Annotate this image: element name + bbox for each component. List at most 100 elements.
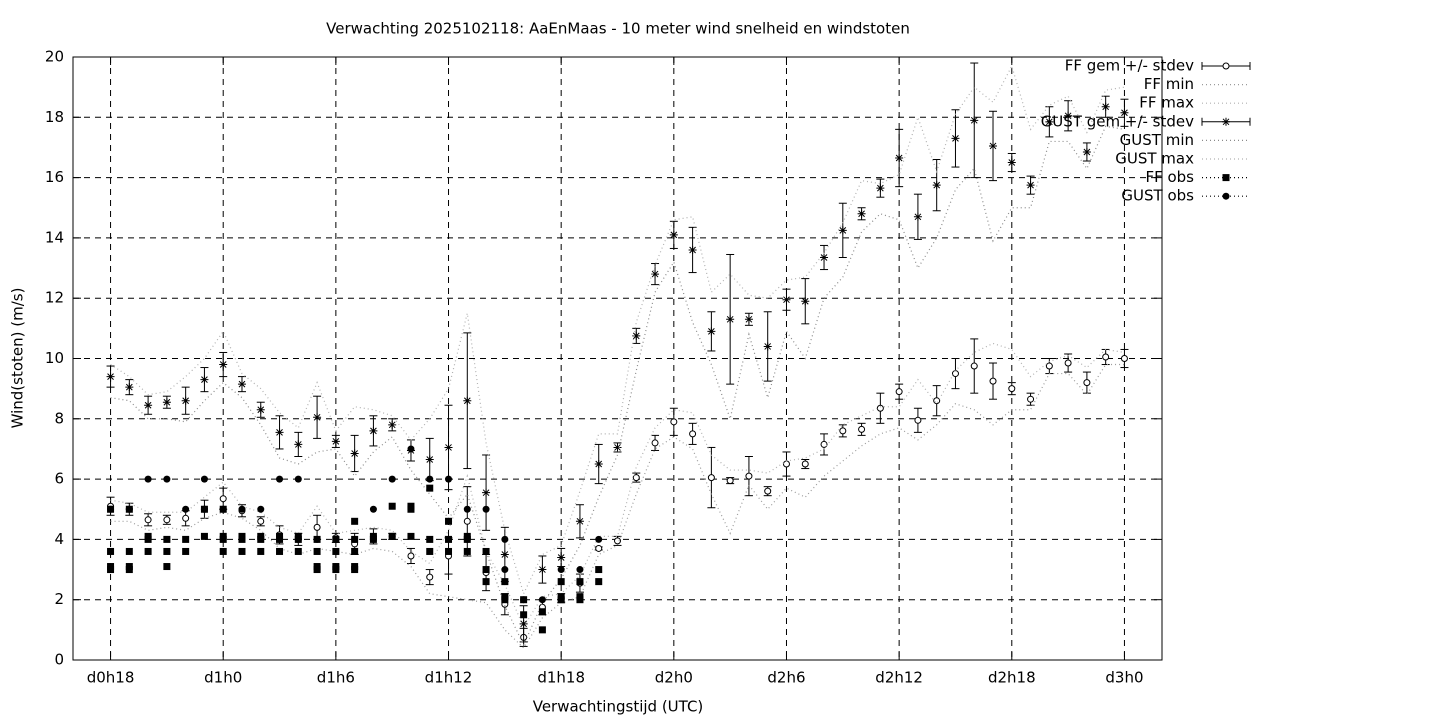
marker <box>575 517 584 526</box>
y-tick-label: 18 <box>45 108 64 126</box>
x-tick-label: d2h12 <box>875 669 923 687</box>
x-tick-label: d1h0 <box>204 669 242 687</box>
marker <box>351 517 359 525</box>
marker <box>125 505 133 513</box>
marker <box>1120 355 1128 362</box>
marker <box>651 270 660 279</box>
marker <box>707 474 715 482</box>
marker <box>576 566 584 574</box>
marker <box>744 315 753 324</box>
marker <box>425 455 434 464</box>
chart-title: Verwachting 2025102118: AaEnMaas - 10 me… <box>326 20 910 38</box>
marker <box>538 596 546 604</box>
marker <box>482 505 490 513</box>
y-tick-label: 12 <box>45 289 64 307</box>
marker <box>1045 117 1054 126</box>
marker <box>801 297 810 306</box>
marker <box>426 535 434 543</box>
marker <box>257 532 265 540</box>
marker <box>1045 362 1053 370</box>
marker <box>763 342 772 351</box>
marker <box>351 535 359 543</box>
marker <box>801 460 809 468</box>
marker <box>182 514 190 522</box>
marker <box>726 477 734 485</box>
marker <box>557 553 566 562</box>
marker <box>144 475 152 483</box>
marker <box>651 439 659 447</box>
marker <box>107 547 115 555</box>
marker <box>163 535 171 543</box>
marker <box>200 532 208 540</box>
legend-label: GUST gem +/- stdev <box>1041 112 1194 130</box>
legend-label: FF min <box>1144 75 1194 93</box>
marker <box>895 388 903 396</box>
y-tick-label: 14 <box>45 228 64 246</box>
marker <box>538 608 546 616</box>
marker <box>388 420 397 429</box>
marker <box>839 427 847 435</box>
marker <box>163 475 171 483</box>
y-axis-label: Wind(stoten) (m/s) <box>9 288 27 429</box>
marker <box>782 295 791 304</box>
marker <box>1064 359 1072 367</box>
y-tick-label: 0 <box>54 651 64 669</box>
marker <box>237 380 246 389</box>
x-tick-label: d0h18 <box>87 669 135 687</box>
marker <box>1120 108 1129 117</box>
marker <box>576 578 584 586</box>
marker <box>125 383 134 392</box>
marker <box>1101 102 1110 111</box>
marker <box>557 578 565 586</box>
marker <box>1007 158 1016 167</box>
x-tick-label: d2h6 <box>767 669 805 687</box>
range-line <box>110 342 1125 629</box>
y-tick-label: 10 <box>45 349 64 367</box>
marker <box>501 566 509 574</box>
marker <box>238 505 246 513</box>
marker <box>313 523 321 531</box>
marker <box>445 547 453 555</box>
marker <box>933 397 941 405</box>
marker <box>181 396 190 405</box>
y-tick-label: 4 <box>54 530 64 548</box>
marker <box>407 552 415 560</box>
marker <box>914 416 922 424</box>
marker <box>125 547 133 555</box>
marker <box>313 413 322 422</box>
marker <box>332 563 340 571</box>
marker <box>369 535 377 543</box>
marker <box>238 532 246 540</box>
range-line <box>110 363 1125 649</box>
marker <box>482 488 491 497</box>
marker <box>463 547 471 555</box>
marker <box>669 230 678 239</box>
marker <box>106 372 115 381</box>
marker <box>200 475 208 483</box>
marker <box>407 505 415 513</box>
x-tick-label: d3h0 <box>1105 669 1143 687</box>
marker <box>200 375 209 384</box>
marker <box>970 362 978 370</box>
marker <box>257 517 265 525</box>
marker <box>989 377 997 385</box>
marker <box>445 535 453 543</box>
marker <box>1008 385 1016 393</box>
marker <box>782 460 790 468</box>
y-tick-label: 6 <box>54 470 64 488</box>
y-tick-label: 16 <box>45 168 64 186</box>
marker <box>313 535 321 543</box>
marker <box>707 327 716 336</box>
marker <box>219 547 227 555</box>
marker <box>313 547 321 555</box>
marker <box>500 550 509 559</box>
marker <box>820 253 829 262</box>
marker <box>351 563 359 571</box>
marker <box>444 443 453 452</box>
marker <box>463 396 472 405</box>
marker <box>576 596 584 604</box>
marker <box>144 532 152 540</box>
marker <box>764 487 772 495</box>
marker <box>163 563 171 571</box>
legend-label: GUST min <box>1120 131 1194 149</box>
